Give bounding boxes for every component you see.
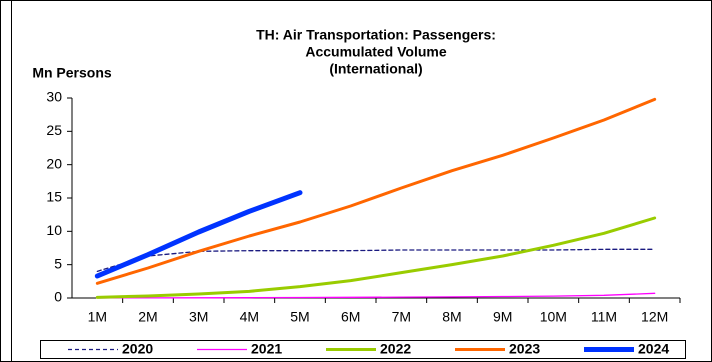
x-tick-label: 7M — [392, 309, 411, 325]
y-tick-label: 15 — [46, 189, 62, 205]
y-tick-label: 30 — [46, 89, 62, 105]
x-tick-label: 4M — [240, 309, 259, 325]
y-tick-label: 5 — [54, 255, 62, 271]
chart-title: (International) — [329, 61, 422, 77]
series-line — [94, 190, 303, 279]
x-tick-label: 6M — [341, 309, 360, 325]
x-tick-label: 11M — [591, 309, 617, 325]
legend-label: 2021 — [251, 341, 282, 357]
series-line — [95, 216, 657, 299]
series-line — [96, 292, 656, 299]
y-tick-label: 0 — [54, 289, 62, 305]
x-tick-label: 2M — [138, 309, 157, 325]
x-tick-label: 9M — [493, 309, 512, 325]
legend-label: 2020 — [122, 341, 153, 357]
legend-label: 2024 — [638, 341, 669, 357]
x-tick-label: 3M — [189, 309, 208, 325]
legend-label: 2023 — [509, 341, 540, 357]
x-tick-label: 1M — [88, 309, 107, 325]
x-tick-label: 12M — [641, 309, 668, 325]
x-tick-label: 8M — [442, 309, 461, 325]
y-axis-label: Mn Persons — [32, 65, 112, 81]
chart-title: Accumulated Volume — [305, 44, 447, 60]
y-tick-label: 10 — [46, 222, 62, 238]
y-tick-label: 20 — [46, 155, 62, 171]
legend-box — [40, 340, 686, 359]
x-tick-label: 10M — [540, 309, 567, 325]
legend-label: 2022 — [380, 341, 411, 357]
chart-title: TH: Air Transportation: Passengers: — [256, 27, 496, 43]
series-line — [95, 97, 657, 285]
x-tick-label: 5M — [290, 309, 309, 325]
series-line — [96, 248, 656, 272]
y-tick-label: 25 — [46, 122, 62, 138]
